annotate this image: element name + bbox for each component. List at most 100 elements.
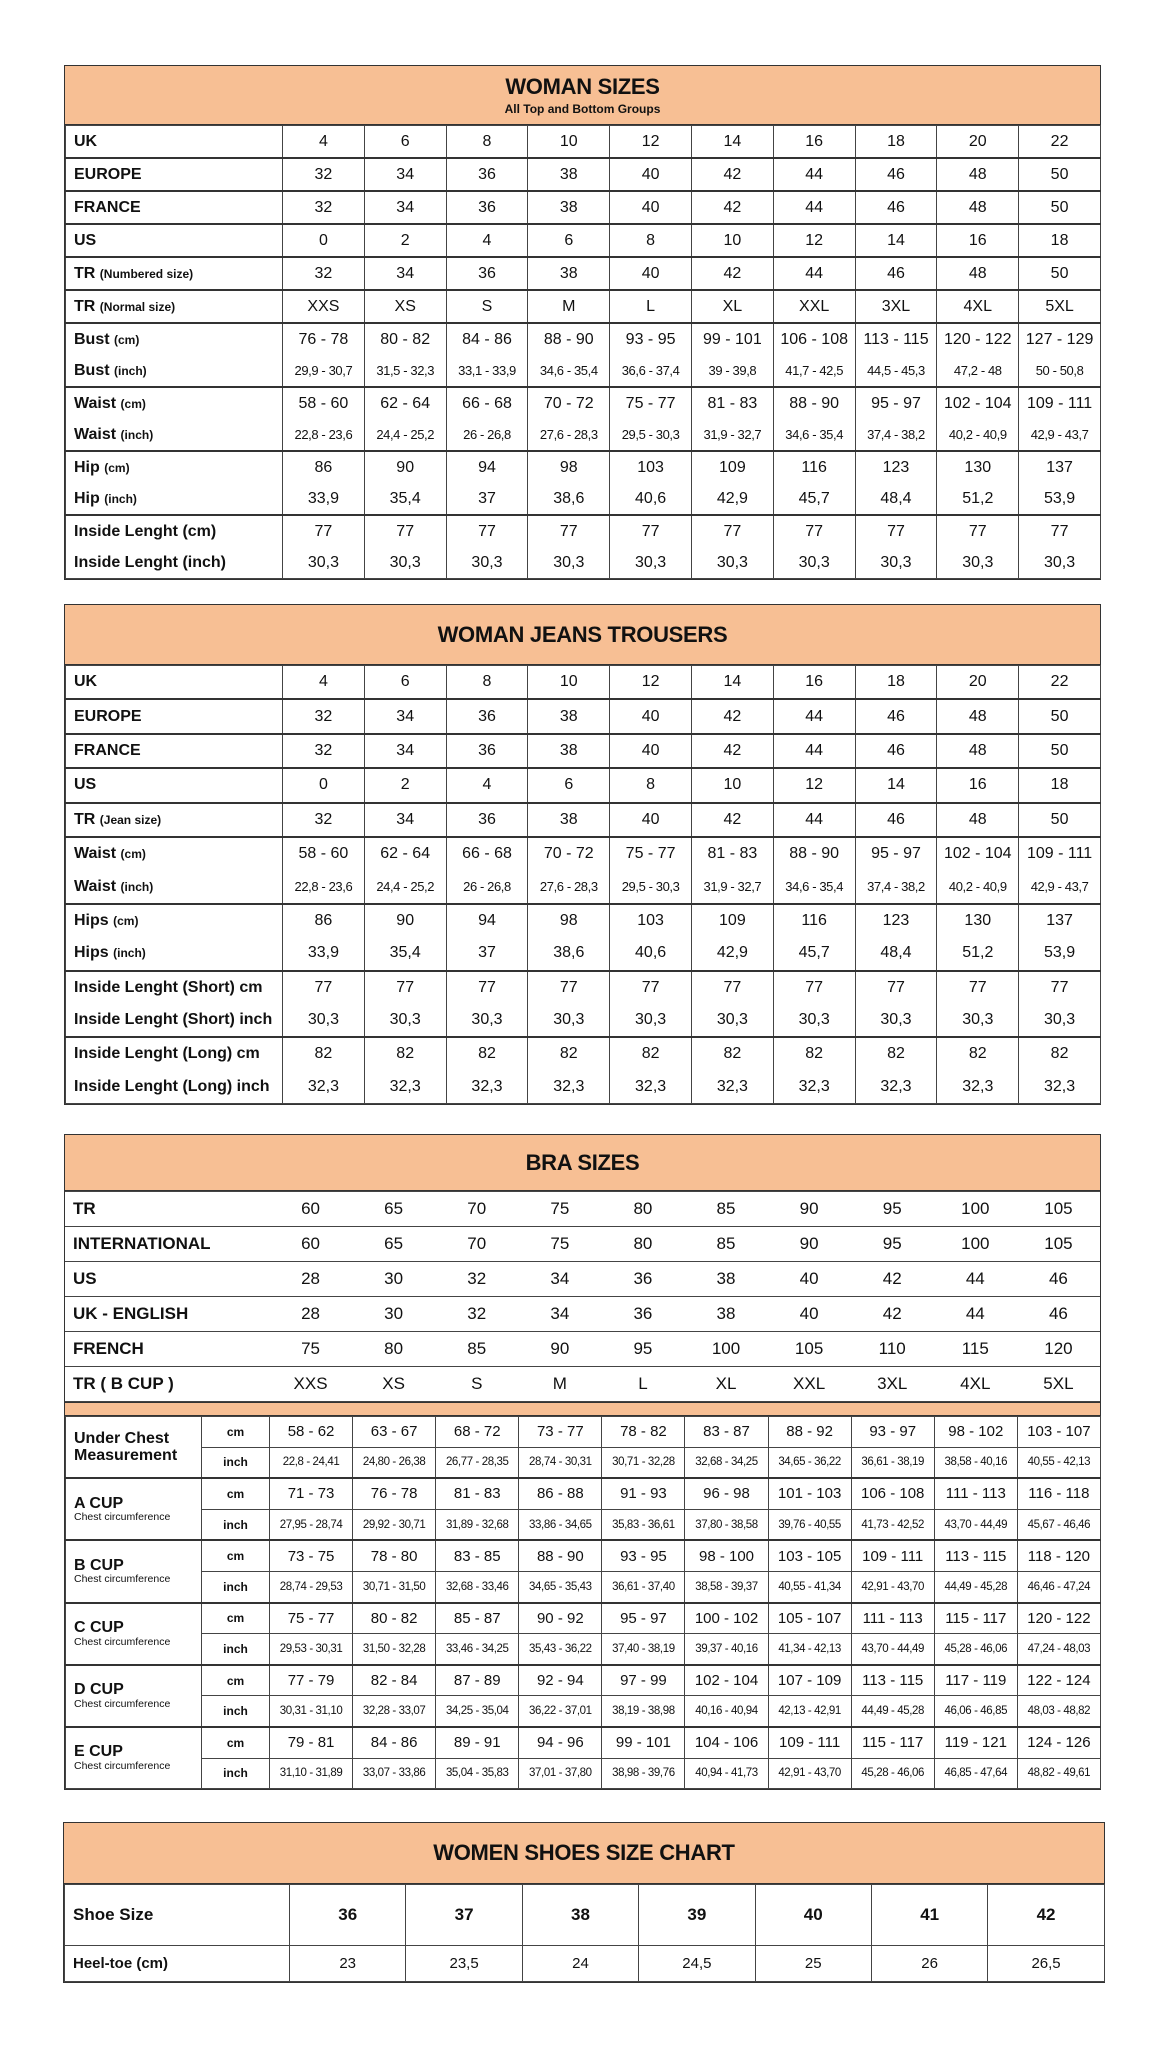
cup-row-inch: inch 27,95 - 28,74 29,92 - 30,71 31,89 - 32…	[66, 1508, 1101, 1541]
table-cell: XS	[363, 289, 447, 324]
table-cell: 109	[690, 450, 774, 483]
table-cell: 127 - 129	[1018, 322, 1101, 355]
table-cell: S	[435, 1366, 519, 1402]
table-cell: XXS	[269, 1366, 353, 1402]
table-row: Bust (inch) 29,9 - 30,7 31,5 - 32,3 33,1 - …	[65, 355, 1101, 388]
table-cell: XL	[690, 289, 774, 324]
table-cell: 38,98 - 39,76	[601, 1757, 686, 1790]
table-row: TR ( B CUP ) XXS XS S M L XL XXL 3XL 4XL 5XL	[65, 1366, 1100, 1402]
table-cell: 73 - 75	[268, 1539, 354, 1572]
table-cell: 86 - 88	[518, 1477, 603, 1510]
table-cell: 37,80 - 38,58	[684, 1508, 769, 1541]
table-row: TR (Numbered size) 32 34 36 38 40 42 44 46 48 50	[65, 256, 1101, 291]
unit-cm: cm	[201, 1663, 270, 1697]
table-cell: 111 - 113	[850, 1601, 935, 1635]
table-cell: 77	[772, 514, 856, 547]
table-cell: 116 - 118	[1016, 1477, 1101, 1510]
row-label: Waist (cm)	[65, 835, 283, 871]
row-label: INTERNATIONAL	[65, 1226, 269, 1262]
table-cell: 48	[936, 157, 1020, 192]
table-cell: 31,9 - 32,7	[690, 419, 774, 452]
table-cell: 84 - 86	[352, 1725, 437, 1759]
table-cell: 93 - 95	[601, 1539, 686, 1572]
table-cell: 103 - 107	[1016, 1416, 1101, 1448]
table-row: Waist (cm) 58 - 60 62 - 64 66 - 68 70 - 72 75…	[65, 835, 1101, 871]
table-cell: 42,9 - 43,7	[1018, 870, 1101, 905]
table-row: Inside Lenght (Long) cm 82 82 82 82 82 82 82 82 8…	[65, 1036, 1101, 1071]
table-cell: 36	[445, 698, 529, 735]
table-cell: 24,4 - 25,2	[363, 419, 447, 452]
table-cell: 44	[933, 1261, 1017, 1297]
table-cell: 40	[609, 698, 692, 735]
table-cell: 100	[684, 1331, 768, 1367]
table-cell: 34,6 - 35,4	[772, 419, 856, 452]
row-label: TR (Numbered size)	[65, 256, 283, 291]
table-cell: 32,28 - 33,07	[352, 1695, 437, 1728]
row-label-text: Hip	[74, 489, 100, 507]
table-cell: 12	[772, 223, 856, 258]
cup-row-cm: D CUP Chest circumference cm 77 - 79 82 - 84…	[65, 1663, 1101, 1728]
table-cell: 102 - 104	[936, 835, 1020, 871]
table-cell: 44	[772, 157, 856, 192]
table-cell: 42,91 - 43,70	[767, 1757, 852, 1790]
table-cell: 34	[363, 256, 447, 291]
table-cell: 100 - 102	[684, 1601, 769, 1635]
table-cell: 80	[352, 1331, 436, 1367]
table-cell: 35,83 - 36,61	[601, 1508, 686, 1541]
table-cell: 34,6 - 35,4	[527, 355, 611, 388]
table-cell: 35,4	[363, 483, 447, 516]
table-cell: 83 - 87	[684, 1416, 769, 1448]
table-cell: 40,6	[609, 483, 692, 516]
row-label-text: TR	[74, 810, 96, 828]
table-cell: 75 - 77	[609, 386, 692, 419]
table-cell: 79 - 81	[268, 1725, 354, 1759]
table-cell: 34,65 - 35,43	[518, 1570, 603, 1604]
table-cell: 42,9	[690, 483, 774, 516]
table-cell: 43,70 - 44,49	[933, 1508, 1018, 1541]
table-cell: 95	[850, 1191, 934, 1227]
table-cell: 42	[690, 256, 774, 291]
table-cell: 113 - 115	[850, 1663, 935, 1697]
table-cell: 77	[690, 514, 774, 547]
table-cell: 3XL	[854, 289, 938, 324]
row-label-unit: (inch)	[120, 427, 154, 442]
table-cell: 30,71 - 32,28	[601, 1446, 686, 1479]
row-label-text: Inside Lenght (Short) cm	[74, 978, 263, 996]
table-cell: 90	[518, 1331, 602, 1367]
table-cell: 137	[1018, 450, 1101, 483]
row-label-text: Hips	[74, 911, 109, 929]
table-row: FRANCE 32 34 36 38 40 42 44 46 48 50	[65, 732, 1101, 769]
table-cell: 32	[282, 732, 365, 769]
table-cell: 16	[936, 767, 1020, 804]
table-row: TR (Normal size) XXS XS S M L XL XXL 3XL 4XL 5XL	[65, 289, 1101, 324]
unit-inch: inch	[201, 1508, 270, 1541]
table-cell: 34	[363, 190, 447, 225]
row-label: US	[65, 767, 283, 804]
table-cell: 42,91 - 43,70	[850, 1570, 935, 1604]
row-label-unit: (Numbered size)	[99, 266, 194, 281]
table-cell: 34	[518, 1296, 602, 1332]
table-cell: 46,85 - 47,64	[933, 1757, 1018, 1790]
table-cell: 90	[363, 450, 447, 483]
woman-sizes-title: WOMAN SIZES	[505, 74, 660, 99]
table-cell: 75	[518, 1226, 602, 1262]
table-cell: 30,3	[854, 547, 938, 579]
cup-row-inch: inch 22,8 - 24,41 24,80 - 26,38 26,77 - 28,…	[66, 1446, 1101, 1479]
table-row: US 28 30 32 34 36 38 40 42 44 46	[65, 1261, 1100, 1297]
row-label: EUROPE	[65, 698, 283, 735]
cup-row-inch: inch 30,31 - 31,10 32,28 - 33,07 34,25 - 35…	[66, 1695, 1101, 1728]
row-label: FRENCH	[65, 1331, 269, 1367]
table-cell: 30,3	[282, 1003, 365, 1038]
table-cell: 39,37 - 40,16	[684, 1633, 769, 1666]
table-cell: 44	[772, 256, 856, 291]
table-cell: 51,2	[936, 483, 1020, 516]
table-row: FRANCE 32 34 36 38 40 42 44 46 48 50	[65, 190, 1101, 225]
row-label-text: US	[74, 231, 97, 249]
table-cell: 30,71 - 31,50	[352, 1570, 437, 1604]
table-cell: 36	[445, 190, 529, 225]
table-cell: 42	[690, 190, 774, 225]
table-cell: 38	[527, 190, 611, 225]
row-label: FRANCE	[65, 190, 283, 225]
row-label: FRANCE	[65, 732, 283, 769]
cup-label: E CUP Chest circumference	[65, 1725, 202, 1790]
